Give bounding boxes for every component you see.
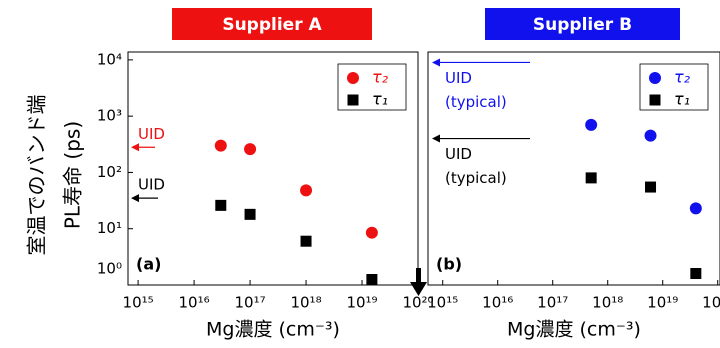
point: [244, 143, 257, 156]
annotation: UID: [445, 145, 472, 163]
x-tick-label: 10²⁰: [702, 294, 720, 312]
x-tick-label: 10¹⁷: [537, 294, 568, 312]
annotation: (typical): [445, 93, 507, 111]
legend-label: τ₁: [674, 90, 690, 109]
legend-marker: [649, 72, 661, 84]
arrow-head: [432, 58, 440, 67]
down-arrow: [410, 268, 427, 296]
x-tick-label: 10¹⁹: [647, 294, 678, 312]
x-tick-label: 10¹⁶: [482, 294, 513, 312]
panel-label: (b): [436, 255, 462, 274]
header: Supplier B: [533, 15, 632, 35]
legend-box: [639, 63, 709, 111]
arrow-head: [131, 194, 139, 203]
arrow-head: [432, 134, 440, 143]
point: [585, 172, 597, 184]
legend-marker: [347, 72, 359, 84]
x-axis-label: Mg濃度 (cm⁻³): [507, 319, 641, 341]
legend-marker: [347, 94, 359, 106]
point: [645, 181, 657, 193]
point: [690, 268, 702, 280]
annotation: UID: [138, 125, 165, 143]
x-tick-label: 10¹⁸: [290, 294, 321, 312]
header: Supplier A: [222, 15, 322, 35]
header-box: [172, 8, 372, 40]
y-tick-label: 10³: [97, 107, 122, 125]
x-tick-label: 10²⁰: [402, 294, 433, 312]
x-tick-label: 10¹⁷: [234, 294, 265, 312]
arrow-head: [131, 143, 139, 152]
x-axis-label: Mg濃度 (cm⁻³): [206, 319, 340, 341]
point: [300, 235, 312, 247]
legend-label: τ₂: [372, 68, 389, 87]
point: [644, 129, 657, 142]
annotation: (typical): [445, 169, 507, 187]
x-tick-label: 10¹⁶: [179, 294, 210, 312]
y-tick-label: 10²: [97, 163, 122, 181]
point: [300, 184, 313, 197]
y-tick-label: 10¹: [97, 219, 122, 237]
x-tick-label: 10¹⁹: [346, 294, 377, 312]
plot-frame: [427, 51, 720, 286]
legend-label: τ₁: [372, 90, 388, 109]
legend-label: τ₂: [674, 68, 691, 87]
x-tick-label: 10¹⁵: [123, 294, 154, 312]
point: [366, 274, 378, 285]
legend-marker: [649, 94, 661, 106]
legend-box: [337, 63, 407, 111]
point: [365, 226, 378, 239]
panel-label: (a): [136, 255, 161, 274]
y-axis-label: PL寿命 (ps): [61, 121, 85, 229]
point: [689, 202, 702, 215]
annotation: UID: [138, 176, 165, 194]
x-tick-label: 10¹⁵: [427, 294, 458, 312]
y-tick-label: 10⁰: [97, 260, 122, 278]
header-box: [485, 8, 680, 40]
point: [215, 199, 227, 211]
y-axis-label: 室温でのバンド端: [25, 95, 49, 256]
point: [244, 208, 256, 220]
y-tick-label: 10⁴: [97, 50, 122, 68]
annotation: UID: [445, 69, 472, 87]
plot-frame: [127, 51, 419, 286]
x-tick-label: 10¹⁸: [592, 294, 623, 312]
point: [585, 118, 598, 131]
point: [214, 139, 227, 152]
